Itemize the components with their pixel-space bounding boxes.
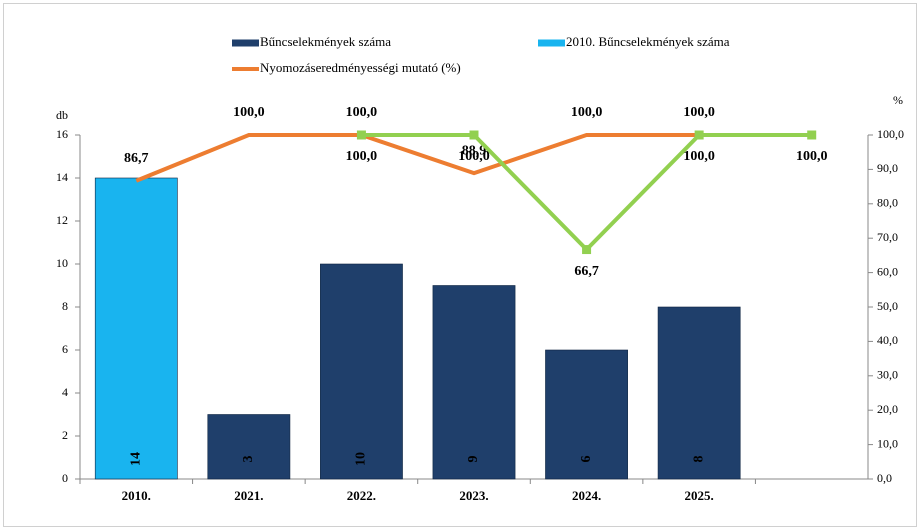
line-value-label: 100,0: [233, 105, 265, 120]
y-tick-label: 14: [56, 170, 68, 184]
y2-tick-label: 40,0: [877, 333, 898, 347]
y2-tick-label: 20,0: [877, 402, 898, 416]
line-value-label: 100,0: [346, 149, 378, 164]
y2-tick-label: 0,0: [877, 471, 892, 485]
legend-label: Bűncselekmények száma: [260, 34, 391, 49]
y2-tick-label: 70,0: [877, 230, 898, 244]
y2-tick-label: 80,0: [877, 196, 898, 210]
line-value-label: 100,0: [683, 105, 715, 120]
y2-tick-label: 90,0: [877, 161, 898, 175]
bar-value-label: 3: [241, 456, 256, 463]
bar: [657, 306, 741, 480]
y-axis-title: db: [56, 108, 68, 122]
y-tick-label: 10: [56, 256, 68, 270]
x-tick-label: 2024.: [572, 488, 601, 503]
x-tick-label: 2022.: [347, 488, 376, 503]
x-tick-label: 2021.: [234, 488, 263, 503]
y2-tick-label: 10,0: [877, 436, 898, 450]
y-tick-label: 4: [62, 385, 68, 399]
bar-value-label: 9: [466, 456, 481, 463]
line-marker: [469, 130, 479, 140]
line-marker: [807, 130, 817, 140]
line-value-label: 100,0: [346, 105, 378, 120]
y-tick-label: 12: [56, 213, 68, 227]
y2-axis-title: %: [893, 93, 903, 107]
line-marker: [356, 130, 366, 140]
legend-label: 2010. Bűncselekmények száma: [566, 34, 730, 49]
y-tick-label: 8: [62, 299, 68, 313]
y2-tick-label: 60,0: [877, 264, 898, 278]
line-value-label: 100,0: [683, 149, 715, 164]
bar: [207, 414, 291, 480]
bar: [545, 349, 628, 480]
y2-tick-label: 100,0: [877, 127, 904, 141]
line-marker: [694, 130, 704, 140]
y-tick-label: 6: [62, 342, 68, 356]
bar-value-label: 14: [129, 452, 144, 466]
line-value-label: 66,7: [574, 264, 599, 279]
line: [135, 133, 700, 183]
line-value-label: 86,7: [124, 151, 149, 166]
y2-tick-label: 30,0: [877, 368, 898, 382]
legend-label: Nyomozáseredményességi mutató (%): [260, 60, 461, 75]
x-tick-label: 2010.: [122, 488, 151, 503]
y-tick-label: 0: [62, 471, 68, 485]
bar: [320, 263, 403, 480]
bar-value-label: 8: [691, 456, 706, 463]
x-tick-label: 2025.: [685, 488, 714, 503]
line-value-label: 88,9: [462, 143, 487, 158]
bar-value-label: 6: [579, 456, 594, 463]
y-tick-label: 16: [56, 127, 68, 141]
y-tick-label: 2: [62, 428, 68, 442]
y2-tick-label: 50,0: [877, 299, 898, 313]
x-tick-label: 2023.: [459, 488, 488, 503]
bar: [432, 285, 516, 480]
bar: [94, 177, 178, 480]
bar-value-label: 10: [354, 452, 369, 466]
line-value-label: 100,0: [796, 149, 828, 164]
line-marker: [582, 245, 592, 255]
line-value-label: 100,0: [458, 149, 490, 164]
line-value-label: 100,0: [571, 105, 603, 120]
